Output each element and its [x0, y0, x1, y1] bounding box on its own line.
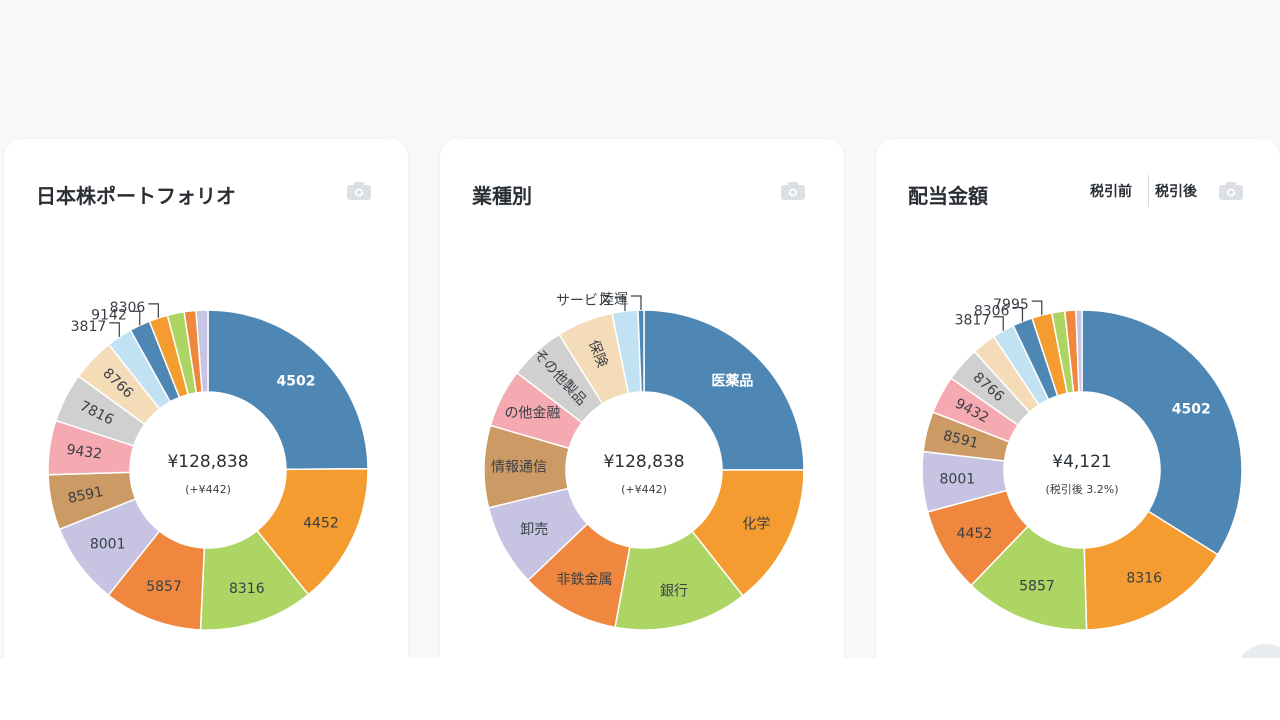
sector-pie-chart: 医薬品化学銀行非鉄金属卸売情報通信の他金融その他製品保険サービス陸運¥128,8…: [483, 292, 805, 631]
pie-slice-label: 9142: [91, 307, 127, 323]
pie-slice-label: 医薬品: [711, 373, 753, 390]
pie-slice-label: 8001: [90, 537, 126, 553]
dashboard-stage: 日本株ポートフォリオ 4502 4452 8316 5857 8001 8591 9432 7…: [4, 139, 1280, 658]
pie-slice-label: 非鉄金属: [556, 572, 612, 588]
leader-line: [129, 310, 141, 326]
pie-slice[interactable]: [637, 309, 645, 393]
pie-slice-label: 8306: [110, 300, 146, 316]
pie-slice-label: 4452: [957, 526, 993, 542]
leader-line: [1031, 300, 1043, 316]
pie-slice-label: 銀行: [660, 583, 688, 599]
pie-slice-label: 9432: [65, 442, 103, 463]
pie-slice-label: 化学: [742, 517, 770, 533]
pie-slice[interactable]: [1075, 309, 1083, 393]
card-title: 日本株ポートフォリオ: [36, 184, 236, 208]
pie-slice[interactable]: [643, 309, 805, 471]
pie-slice-label: 5857: [1019, 579, 1055, 595]
center-sub-value: (+¥442): [621, 483, 667, 496]
card-title: 配当金額: [908, 184, 988, 208]
leader-line: [109, 322, 120, 337]
pie-slice-label: サービス: [556, 293, 612, 309]
pie-slice-label: 情報通信: [491, 459, 547, 475]
leader-line: [148, 303, 159, 318]
center-total-value: ¥128,838: [603, 452, 684, 472]
pie-slice-label: 卸売: [520, 522, 548, 538]
toggle-pretax[interactable]: 税引前: [1090, 184, 1132, 200]
center-sub-value: (+¥442): [185, 483, 231, 496]
leader-line: [1012, 306, 1024, 322]
leader-line: [993, 316, 1004, 331]
portfolio-pie-chart: 4502445283165857800185919432781687663817…: [47, 300, 369, 631]
pie-slice-label: 3817: [71, 319, 107, 335]
center-sub-value: (税引後 3.2%): [1045, 482, 1118, 496]
pie-slice-label: 3817: [955, 313, 991, 329]
center-total-value: ¥128,838: [167, 452, 248, 472]
pie-slice-label: 8001: [940, 471, 976, 487]
pie-slice-label: 4502: [1172, 401, 1211, 417]
dividend-card: 配当金額 税引前 税引後 4502 8316 5857 4452 8001 8591 943…: [876, 139, 1280, 658]
pie-slice-label: 8306: [974, 303, 1010, 319]
pie-slice[interactable]: [207, 309, 369, 471]
center-total-value: ¥4,121: [1052, 452, 1111, 472]
card-title: 業種別: [472, 184, 532, 208]
sector-card: 業種別 医薬品 化学 銀行 非鉄金属 卸売 情報通信 の他金融 その他製品 保険 サービス 陸運 ¥1…: [440, 139, 844, 658]
dividend-pie-chart: 4502831658574452800185919432876638178306…: [921, 297, 1243, 631]
pie-slice[interactable]: [1081, 309, 1243, 556]
leader-line: [614, 296, 626, 312]
toggle-posttax[interactable]: 税引後: [1155, 184, 1197, 200]
pie-slice-label: 4452: [303, 516, 339, 532]
pie-slice[interactable]: [195, 309, 209, 394]
pie-slice-label: 5857: [146, 579, 182, 595]
camera-icon[interactable]: [780, 181, 806, 201]
portfolio-card: 日本株ポートフォリオ 4502 4452 8316 5857 8001 8591 9432 7…: [4, 139, 408, 658]
pie-slice-label: 7995: [993, 297, 1029, 313]
pie-slice-label: 4502: [277, 373, 316, 389]
pie-slice-label: 8591: [67, 484, 105, 507]
camera-icon[interactable]: [1218, 181, 1244, 201]
pie-slice-label: 8316: [1126, 570, 1162, 586]
camera-icon[interactable]: [346, 181, 372, 201]
pie-slice-label: 陸運: [600, 292, 628, 308]
pie-slice-label: の他金融: [504, 406, 560, 422]
leader-line: [630, 295, 642, 311]
pie-slice-label: 8316: [229, 581, 265, 597]
